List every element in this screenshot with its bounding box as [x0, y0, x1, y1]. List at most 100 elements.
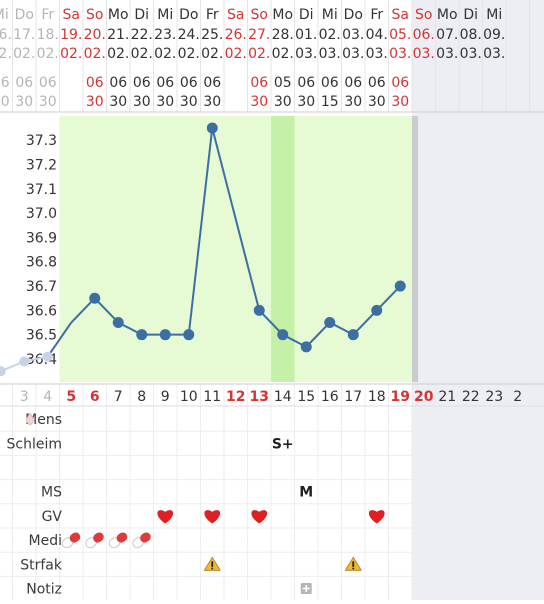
header-date[interactable]: 02. [319, 27, 341, 43]
header-month[interactable]: 02. [178, 46, 200, 62]
header-time-hour[interactable]: 06 [203, 75, 221, 91]
header-month[interactable]: 03. [319, 46, 341, 62]
temperature-point[interactable] [253, 304, 265, 316]
cycle-day-number[interactable]: 18 [368, 389, 386, 405]
cycle-day-number[interactable]: 20 [414, 389, 434, 405]
cycle-day-number[interactable]: 12 [226, 389, 245, 405]
heart-icon[interactable] [368, 510, 385, 524]
header-date[interactable]: 26. [225, 27, 247, 43]
cycle-day-number[interactable]: 19 [391, 389, 410, 405]
cycle-day-number[interactable]: 4 [43, 389, 52, 405]
ms-mark[interactable]: M [299, 485, 313, 501]
cycle-day-number[interactable]: 9 [161, 389, 170, 405]
header-time-minute[interactable]: 30 [0, 94, 10, 110]
temperature-point[interactable] [277, 329, 289, 341]
header-time-minute[interactable]: 30 [15, 94, 33, 110]
header-time-minute[interactable]: 30 [391, 94, 409, 110]
temperature-point[interactable] [371, 304, 383, 316]
header-time-minute[interactable]: 30 [368, 94, 386, 110]
header-month[interactable]: 03. [366, 46, 388, 62]
header-month[interactable]: 03. [295, 46, 317, 62]
header-time-minute[interactable]: 30 [180, 94, 198, 110]
temperature-point[interactable] [159, 329, 171, 341]
header-time-hour[interactable]: 06 [368, 75, 386, 91]
cycle-day-number[interactable]: 2 [513, 389, 522, 405]
header-date[interactable]: 01. [295, 27, 317, 43]
header-date[interactable]: 08. [460, 27, 482, 43]
header-weekday[interactable]: Mi [157, 7, 173, 23]
header-time-minute[interactable]: 30 [203, 94, 221, 110]
header-date[interactable]: 06. [413, 27, 435, 43]
cycle-day-number[interactable]: 6 [90, 389, 100, 405]
header-weekday[interactable]: Mi [486, 7, 502, 23]
header-date[interactable]: 03. [342, 27, 364, 43]
temperature-point[interactable] [89, 292, 101, 304]
header-weekday[interactable]: Mo [272, 7, 293, 23]
header-weekday[interactable]: Di [134, 7, 149, 23]
header-time-minute[interactable]: 30 [274, 94, 292, 110]
temperature-point[interactable] [394, 280, 406, 292]
header-month[interactable]: 03. [389, 46, 411, 62]
header-weekday[interactable]: So [415, 7, 432, 23]
header-weekday[interactable]: Mi [322, 7, 338, 23]
header-date[interactable]: 07. [436, 27, 458, 43]
header-month[interactable]: 02. [225, 46, 247, 62]
header-time-minute[interactable]: 30 [297, 94, 315, 110]
header-date[interactable]: 28. [272, 27, 294, 43]
temperature-point[interactable] [206, 122, 218, 134]
header-month[interactable]: 02. [0, 46, 12, 62]
cycle-day-number[interactable]: 22 [462, 389, 480, 405]
header-month[interactable]: 03. [483, 46, 505, 62]
temperature-point-past[interactable] [42, 351, 53, 362]
header-weekday[interactable]: Mo [437, 7, 458, 23]
header-time-hour[interactable]: 05 [274, 75, 292, 91]
heart-icon[interactable] [251, 510, 268, 524]
pill-icon[interactable] [107, 531, 129, 550]
heart-icon[interactable] [157, 510, 174, 524]
cycle-day-number[interactable]: 5 [66, 389, 76, 405]
temperature-point[interactable] [112, 317, 124, 329]
header-time-minute[interactable]: 30 [109, 94, 127, 110]
schleim-mark[interactable]: S+ [272, 436, 294, 452]
header-time-hour[interactable]: 06 [391, 75, 409, 91]
header-weekday[interactable]: Do [179, 7, 198, 23]
header-date[interactable]: 16. [0, 27, 12, 43]
header-weekday[interactable]: Di [299, 7, 314, 23]
heart-icon[interactable] [204, 510, 221, 524]
header-time-hour[interactable]: 06 [250, 75, 268, 91]
header-time-minute[interactable]: 30 [39, 94, 57, 110]
header-weekday[interactable]: Mi [0, 7, 9, 23]
cycle-day-number[interactable]: 15 [297, 389, 315, 405]
header-month[interactable]: 02. [60, 46, 82, 62]
header-time-hour[interactable]: 06 [321, 75, 339, 91]
header-time-hour[interactable]: 06 [180, 75, 198, 91]
cycle-day-number[interactable]: 7 [114, 389, 123, 405]
header-weekday[interactable]: So [251, 7, 268, 23]
header-weekday[interactable]: Do [15, 7, 34, 23]
header-date[interactable]: 18. [37, 27, 59, 43]
header-time-hour[interactable]: 06 [0, 75, 10, 91]
header-date[interactable]: 05. [389, 27, 411, 43]
header-time-hour[interactable]: 06 [156, 75, 174, 91]
cycle-day-number[interactable]: 16 [321, 389, 339, 405]
header-date[interactable]: 25. [201, 27, 223, 43]
header-weekday[interactable]: Fr [206, 7, 219, 23]
header-month[interactable]: 02. [13, 46, 35, 62]
header-weekday[interactable]: Sa [392, 7, 409, 23]
header-month[interactable]: 02. [84, 46, 106, 62]
pill-icon[interactable] [60, 531, 82, 550]
header-month[interactable]: 03. [436, 46, 458, 62]
header-time-hour[interactable]: 06 [344, 75, 362, 91]
header-time-hour[interactable]: 06 [109, 75, 127, 91]
temperature-point[interactable] [136, 329, 148, 341]
header-weekday[interactable]: Sa [227, 7, 244, 23]
header-month[interactable]: 02. [201, 46, 223, 62]
header-month[interactable]: 02. [154, 46, 176, 62]
temperature-point[interactable] [347, 329, 359, 341]
header-weekday[interactable]: So [86, 7, 103, 23]
header-time-minute[interactable]: 30 [344, 94, 362, 110]
header-month[interactable]: 02. [107, 46, 129, 62]
header-time-hour[interactable]: 06 [39, 75, 57, 91]
header-date[interactable]: 17. [13, 27, 35, 43]
header-month[interactable]: 02. [248, 46, 270, 62]
